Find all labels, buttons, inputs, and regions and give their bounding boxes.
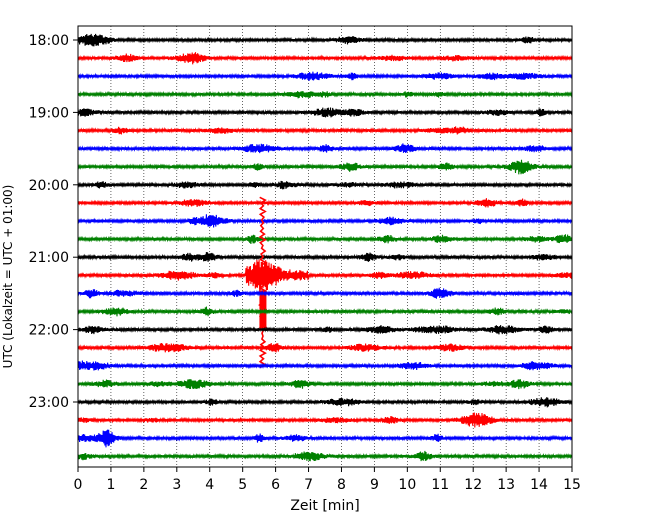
- y-axis-label: UTC (Lokalzeit = UTC + 01:00): [1, 185, 15, 369]
- event-spike: [257, 196, 267, 369]
- x-tick-label: 3: [172, 477, 181, 493]
- trace-line: [77, 33, 573, 47]
- x-tick-label: 5: [238, 477, 247, 493]
- y-axis-ticks: 18:00 19:00 20:00 21:00 22:00 23:00: [29, 33, 78, 411]
- plot-frame: [77, 25, 573, 468]
- y-tick-label: 20:00: [29, 178, 69, 194]
- trace-line: [77, 342, 573, 353]
- x-tick-label: 4: [205, 477, 214, 493]
- trace-line: [77, 159, 573, 175]
- trace-line: [77, 259, 573, 292]
- trace-line: [77, 325, 573, 335]
- y-tick-label: 23:00: [29, 395, 69, 411]
- trace-line: [77, 198, 573, 208]
- y-tick-label: 21:00: [29, 250, 69, 266]
- seismic-traces: [77, 33, 573, 462]
- trace-line: [77, 360, 573, 371]
- y-tick-label: 22:00: [29, 323, 69, 339]
- trace-line: [77, 126, 573, 135]
- trace-line: [77, 287, 573, 299]
- trace-line: [77, 397, 573, 408]
- x-tick-label: 7: [304, 477, 313, 493]
- x-tick-label: 2: [139, 477, 148, 493]
- x-axis-label: Zeit [min]: [290, 498, 359, 514]
- x-tick-label: 15: [563, 477, 581, 493]
- x-tick-label: 13: [497, 477, 515, 493]
- y-tick-label: 18:00: [29, 33, 69, 49]
- x-tick-label: 1: [106, 477, 115, 493]
- trace-line: [77, 412, 573, 428]
- trace-line: [77, 450, 573, 462]
- trace-line: [77, 306, 573, 317]
- trace-line: [77, 429, 573, 448]
- trace-line: [77, 234, 573, 245]
- x-tick-label: 9: [370, 477, 379, 493]
- x-tick-label: 0: [74, 477, 83, 493]
- trace-line: [77, 143, 573, 154]
- trace-line: [77, 379, 573, 390]
- x-tick-label: 14: [530, 477, 548, 493]
- x-tick-label: 11: [431, 477, 449, 493]
- y-tick-label: 19:00: [29, 105, 69, 121]
- trace-line: [77, 52, 573, 65]
- x-tick-label: 6: [271, 477, 280, 493]
- x-tick-label: 12: [464, 477, 482, 493]
- trace-line: [77, 107, 573, 118]
- trace-line: [77, 71, 573, 81]
- trace-line: [77, 252, 573, 262]
- trace-line: [77, 180, 573, 190]
- x-tick-label: 10: [398, 477, 416, 493]
- x-tick-label: 8: [337, 477, 346, 493]
- trace-line: [77, 214, 573, 228]
- x-axis-ticks: 0 1 2 3 4 5 6 7 8 9 10 11 12 13 14 15: [74, 467, 581, 493]
- trace-line: [77, 90, 573, 99]
- event-coda: [259, 290, 267, 329]
